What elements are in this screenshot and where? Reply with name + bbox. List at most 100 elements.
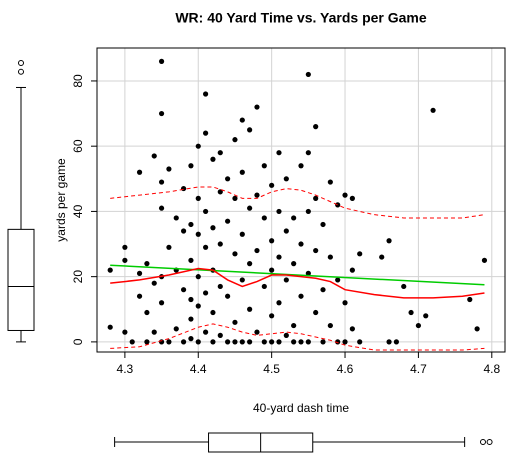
point xyxy=(144,339,150,345)
point xyxy=(261,283,267,290)
point xyxy=(305,208,311,215)
point xyxy=(291,261,297,267)
point xyxy=(158,300,165,306)
point xyxy=(225,218,231,224)
point xyxy=(217,189,223,195)
point xyxy=(188,316,194,322)
point xyxy=(327,254,333,260)
point xyxy=(225,293,231,299)
point xyxy=(247,306,253,312)
point xyxy=(188,296,194,303)
point xyxy=(305,270,311,276)
point xyxy=(203,329,209,335)
point xyxy=(401,283,407,290)
point xyxy=(327,179,333,185)
point xyxy=(166,166,172,172)
grid xyxy=(97,48,505,352)
point xyxy=(136,270,143,276)
chart-title: WR: 40 Yard Time vs. Yards per Game xyxy=(175,10,427,26)
fit-line xyxy=(110,264,485,286)
point xyxy=(239,117,245,123)
point xyxy=(129,339,135,345)
point xyxy=(188,336,194,342)
point xyxy=(393,339,399,345)
point xyxy=(342,300,348,306)
point xyxy=(136,169,143,175)
point xyxy=(180,228,187,234)
point xyxy=(217,283,223,290)
point xyxy=(415,322,422,329)
y-tick-label: 20 xyxy=(71,270,85,284)
point xyxy=(247,127,253,133)
point xyxy=(203,244,209,250)
point xyxy=(335,202,341,208)
point xyxy=(247,339,253,345)
point xyxy=(320,221,326,228)
point xyxy=(298,241,304,247)
point xyxy=(232,319,238,325)
point xyxy=(283,332,289,338)
point xyxy=(144,309,150,316)
point xyxy=(254,329,260,335)
point xyxy=(136,293,143,299)
point xyxy=(195,195,201,201)
point xyxy=(327,322,333,329)
point xyxy=(247,261,253,267)
point xyxy=(423,313,429,319)
point xyxy=(195,339,201,345)
point xyxy=(276,300,282,306)
point xyxy=(203,130,209,136)
point xyxy=(188,163,194,169)
x-tick-label: 4.8 xyxy=(483,362,500,376)
point xyxy=(203,208,209,215)
point xyxy=(283,277,289,283)
band-line xyxy=(110,186,485,219)
point xyxy=(269,238,275,244)
point xyxy=(180,287,187,293)
point xyxy=(158,179,165,185)
point xyxy=(379,254,385,260)
point xyxy=(210,309,216,316)
point xyxy=(180,339,187,345)
fit-line xyxy=(110,267,485,299)
box xyxy=(7,228,35,331)
point xyxy=(254,247,260,254)
point xyxy=(195,143,201,149)
point xyxy=(269,339,275,345)
y-tick-label: 60 xyxy=(71,139,85,153)
point xyxy=(298,163,304,169)
point xyxy=(195,231,201,237)
point xyxy=(217,150,223,156)
point xyxy=(173,326,179,332)
point xyxy=(313,309,319,316)
point xyxy=(232,137,238,143)
outlier xyxy=(486,439,493,445)
point xyxy=(474,326,480,332)
point xyxy=(122,329,128,335)
point xyxy=(349,195,355,201)
outlier xyxy=(479,439,486,445)
point xyxy=(173,215,179,221)
band-line xyxy=(110,323,485,351)
point xyxy=(305,71,311,78)
point xyxy=(166,244,172,250)
x-tick-label: 4.4 xyxy=(190,362,207,376)
point xyxy=(342,192,348,198)
point xyxy=(357,339,363,345)
point xyxy=(239,277,245,283)
y-tick-label: 40 xyxy=(71,204,85,218)
y-axis-label: yards per game xyxy=(54,158,68,242)
point xyxy=(276,254,282,260)
point xyxy=(313,247,319,254)
point xyxy=(195,303,201,309)
plot-frame xyxy=(96,47,506,353)
point xyxy=(386,339,392,345)
point xyxy=(335,277,341,283)
point xyxy=(357,251,363,257)
point xyxy=(232,195,238,201)
point xyxy=(254,104,260,110)
point xyxy=(261,163,267,169)
point xyxy=(107,267,113,273)
point xyxy=(335,339,341,345)
